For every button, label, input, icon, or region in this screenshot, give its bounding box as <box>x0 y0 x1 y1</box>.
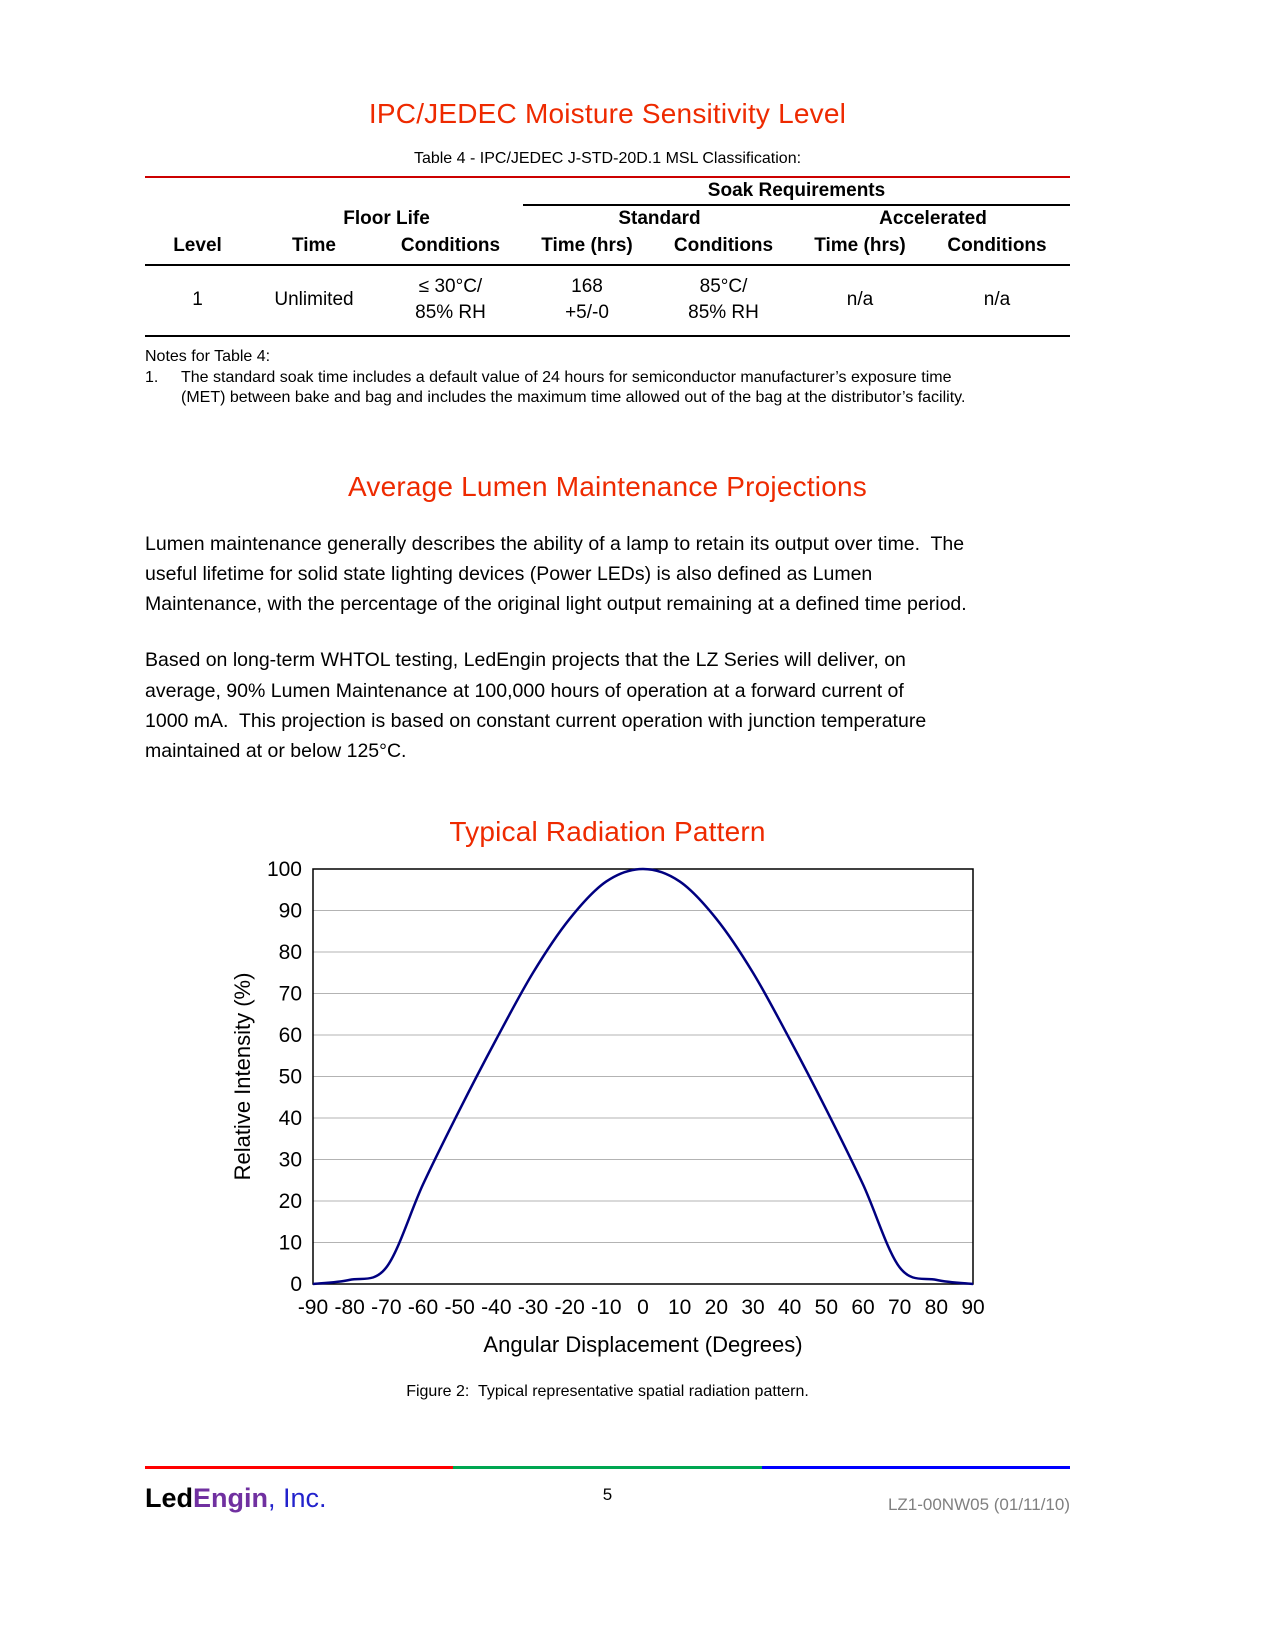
svg-text:0: 0 <box>637 1296 649 1319</box>
svg-text:-10: -10 <box>591 1296 621 1319</box>
radiation-chart: 0 10 20 30 40 50 60 70 80 90 100 -90 -80 -70 -60 -50 -40… <box>228 854 1098 1369</box>
note-item-1: 1. The standard soak time includes a def… <box>145 368 1070 409</box>
table-row-soak: Soak Requirements <box>145 177 1070 206</box>
svg-text:Relative Intensity (%): Relative Intensity (%) <box>230 973 255 1181</box>
page-number: 5 <box>602 1485 613 1504</box>
note-number: 1. <box>145 368 159 386</box>
svg-text:60: 60 <box>851 1296 874 1319</box>
table-row-msl1: 1 Unlimited ≤ 30°C/ 85% RH 168 +5/-0 85°… <box>145 265 1070 338</box>
notes-title: Notes for Table 4: <box>145 348 271 366</box>
document-reference: LZ1-00NW05 (01/11/10) <box>887 1495 1070 1514</box>
col-header-conditions: Conditions <box>378 232 523 266</box>
col-header-level: Level <box>145 232 250 266</box>
svg-text:0: 0 <box>290 1273 302 1296</box>
svg-text:-40: -40 <box>481 1296 511 1319</box>
svg-text:90: 90 <box>961 1296 984 1319</box>
floor-life-header: Floor Life <box>343 207 430 229</box>
footer-row: LedEngin, Inc. 5 LZ1-00NW05 (01/11/10) <box>145 1469 1070 1529</box>
lumen-paragraph-1: Lumen maintenance generally describes th… <box>145 532 967 616</box>
cell-acc-time: n/a <box>796 265 924 338</box>
figure2-caption: Figure 2: Typical representative spatial… <box>406 1383 809 1401</box>
table4-caption: Table 4 - IPC/JEDEC J-STD-20D.1 MSL Clas… <box>413 150 802 167</box>
cell-level: 1 <box>145 265 250 338</box>
page-content: IPC/JEDEC Moisture Sensitivity Level Tab… <box>145 98 1070 1401</box>
svg-text:90: 90 <box>279 900 302 923</box>
svg-text:60: 60 <box>279 1024 302 1047</box>
logo-engin-text: Engin <box>193 1483 269 1513</box>
svg-text:40: 40 <box>778 1296 801 1319</box>
accelerated-header: Accelerated <box>879 208 987 229</box>
lumen-maintenance-section: Average Lumen Maintenance Projections Lu… <box>145 471 1070 767</box>
note-text: The standard soak time includes a defaul… <box>181 368 966 407</box>
cell-std-time: 168 +5/-0 <box>523 265 651 338</box>
svg-text:40: 40 <box>279 1107 302 1130</box>
svg-text:-50: -50 <box>444 1296 474 1319</box>
table-row-column-headers: Level Time Conditions Time (hrs) Conditi… <box>145 232 1070 266</box>
svg-text:70: 70 <box>888 1296 911 1319</box>
svg-text:-90: -90 <box>298 1296 328 1319</box>
svg-text:80: 80 <box>925 1296 948 1319</box>
lumen-section-title: Average Lumen Maintenance Projections <box>348 470 867 502</box>
svg-text:-30: -30 <box>518 1296 548 1319</box>
svg-text:10: 10 <box>279 1232 302 1255</box>
col-header-time-hrs: Time (hrs) <box>523 232 651 266</box>
svg-text:-60: -60 <box>408 1296 438 1319</box>
page-footer: LedEngin, Inc. 5 LZ1-00NW05 (01/11/10) <box>145 1466 1070 1529</box>
svg-text:50: 50 <box>279 1066 302 1089</box>
empty-cell <box>145 177 523 205</box>
ledengin-logo: LedEngin, Inc. <box>145 1483 327 1514</box>
footer-rule <box>145 1466 1070 1469</box>
footer-rule-blue-segment <box>761 1466 1070 1469</box>
svg-text:-20: -20 <box>554 1296 584 1319</box>
svg-text:50: 50 <box>815 1296 838 1319</box>
cell-floor-conditions: ≤ 30°C/ 85% RH <box>378 265 523 338</box>
table-row-groups: Floor Life Standard Accelerated <box>145 205 1070 232</box>
svg-text:100: 100 <box>267 858 302 881</box>
svg-text:20: 20 <box>705 1296 728 1319</box>
msl-section-title: IPC/JEDEC Moisture Sensitivity Level <box>368 98 847 129</box>
svg-text:10: 10 <box>668 1296 691 1319</box>
col-header-time-hrs-acc: Time (hrs) <box>796 232 924 266</box>
svg-text:30: 30 <box>279 1149 302 1172</box>
col-header-time: Time <box>250 232 378 266</box>
svg-text:80: 80 <box>279 941 302 964</box>
soak-requirements-header: Soak Requirements <box>523 177 1070 206</box>
logo-led-text: Led <box>145 1483 194 1513</box>
col-header-conditions-std: Conditions <box>651 232 796 266</box>
radiation-pattern-section: Typical Radiation Pattern 0 10 20 30 40 50 60 7… <box>145 816 1070 1401</box>
msl-table: Soak Requirements Floor Life Standard Ac… <box>145 176 1070 338</box>
footer-rule-red-segment <box>145 1466 454 1469</box>
svg-text:20: 20 <box>279 1190 302 1213</box>
lumen-paragraph-2: Based on long-term WHTOL testing, LedEng… <box>145 649 927 762</box>
table4-notes: Notes for Table 4: 1. The standard soak … <box>145 347 1070 408</box>
logo-inc-text: , Inc. <box>268 1483 327 1513</box>
cell-floor-time: Unlimited <box>250 265 378 338</box>
cell-std-conditions: 85°C/ 85% RH <box>651 265 796 338</box>
col-header-conditions-acc: Conditions <box>924 232 1070 266</box>
svg-text:-70: -70 <box>371 1296 401 1319</box>
footer-rule-green-segment <box>453 1466 762 1469</box>
svg-text:Angular Displacement (Degrees): Angular Displacement (Degrees) <box>483 1332 802 1357</box>
svg-text:-80: -80 <box>334 1296 364 1319</box>
svg-text:30: 30 <box>741 1296 764 1319</box>
empty-cell <box>145 205 250 232</box>
radiation-section-title: Typical Radiation Pattern <box>449 816 766 848</box>
standard-header: Standard <box>618 208 701 229</box>
cell-acc-conditions: n/a <box>924 265 1070 338</box>
svg-text:70: 70 <box>279 983 302 1006</box>
